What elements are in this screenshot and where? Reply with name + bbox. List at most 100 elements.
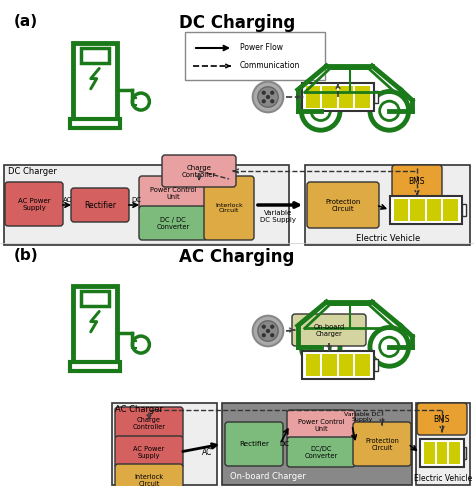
Text: Electric Vehicle: Electric Vehicle (414, 474, 472, 483)
Text: Rectifier: Rectifier (84, 201, 116, 209)
FancyBboxPatch shape (307, 182, 379, 228)
Text: DC: DC (131, 197, 141, 203)
FancyBboxPatch shape (115, 436, 183, 468)
Circle shape (262, 90, 266, 95)
Text: Rectifier: Rectifier (239, 441, 269, 447)
Bar (81, 48, 109, 63)
Bar (73, 286, 117, 363)
Text: Communication: Communication (240, 62, 301, 70)
FancyBboxPatch shape (353, 422, 411, 466)
Text: Variable
DC Supply: Variable DC Supply (260, 209, 296, 223)
Text: (b): (b) (14, 248, 38, 263)
Bar (222, 403, 412, 485)
Text: Protection
Circuit: Protection Circuit (365, 437, 399, 451)
Bar (416, 403, 470, 485)
Circle shape (380, 101, 399, 121)
Text: DC Charger: DC Charger (8, 167, 57, 176)
Text: AC: AC (202, 448, 212, 456)
Bar (437, 442, 447, 464)
Text: DC: DC (279, 441, 289, 447)
Circle shape (380, 337, 399, 357)
Text: (a): (a) (14, 14, 38, 29)
Bar (427, 199, 441, 221)
Text: DC / DC
Converter: DC / DC Converter (156, 216, 190, 229)
Bar (424, 442, 435, 464)
Bar (185, 32, 325, 80)
Bar (390, 196, 462, 224)
Bar (322, 354, 337, 376)
Circle shape (253, 316, 283, 347)
Circle shape (266, 329, 270, 333)
Circle shape (270, 325, 274, 329)
Circle shape (262, 325, 266, 329)
FancyBboxPatch shape (71, 188, 129, 222)
FancyBboxPatch shape (139, 206, 207, 240)
FancyBboxPatch shape (139, 176, 207, 210)
Text: Electric Vehicle: Electric Vehicle (356, 234, 420, 243)
Text: DC Charging: DC Charging (179, 14, 295, 32)
Circle shape (132, 93, 149, 110)
FancyBboxPatch shape (204, 176, 254, 240)
Bar (449, 442, 460, 464)
Circle shape (270, 333, 274, 337)
Text: Charge
Controller: Charge Controller (133, 417, 165, 430)
Text: Variable DC
Supply: Variable DC Supply (344, 412, 380, 422)
Bar (305, 165, 470, 245)
Bar (394, 199, 409, 221)
Circle shape (301, 328, 340, 366)
FancyBboxPatch shape (115, 464, 183, 486)
Circle shape (258, 321, 278, 341)
Circle shape (253, 82, 283, 112)
Bar (339, 86, 354, 108)
Circle shape (301, 91, 340, 130)
FancyBboxPatch shape (287, 410, 355, 440)
Bar (410, 199, 425, 221)
FancyBboxPatch shape (417, 403, 467, 435)
Bar (420, 439, 464, 467)
Bar (374, 360, 378, 371)
FancyBboxPatch shape (162, 155, 236, 187)
Text: Power Control
Unit: Power Control Unit (298, 418, 344, 432)
Bar (356, 86, 370, 108)
Bar (306, 86, 320, 108)
Text: On-board Charger: On-board Charger (230, 472, 306, 481)
Bar (302, 351, 374, 379)
Bar (464, 448, 466, 459)
Text: Power Control
Unit: Power Control Unit (150, 187, 196, 199)
Text: Protection
Circuit: Protection Circuit (325, 198, 361, 211)
Text: Interlock
Circuit: Interlock Circuit (135, 473, 164, 486)
Circle shape (270, 99, 274, 104)
Bar (374, 91, 378, 103)
Circle shape (311, 337, 330, 357)
Bar (462, 205, 465, 216)
Text: AC Charger: AC Charger (115, 405, 163, 414)
FancyBboxPatch shape (392, 165, 442, 197)
Bar (70, 363, 119, 371)
Bar (356, 354, 370, 376)
Text: AC Power
Supply: AC Power Supply (18, 197, 50, 210)
Bar (112, 403, 217, 485)
Circle shape (262, 333, 266, 337)
Text: AC Charging: AC Charging (179, 248, 295, 266)
Bar (306, 354, 320, 376)
Text: BMS: BMS (434, 415, 450, 423)
Bar (302, 83, 374, 111)
Bar (4, 165, 289, 245)
Text: DC/DC
Converter: DC/DC Converter (304, 446, 337, 458)
Text: Charge
Controller: Charge Controller (182, 164, 216, 177)
Bar (73, 43, 117, 120)
Text: On-board
Charger: On-board Charger (313, 324, 345, 336)
Circle shape (270, 90, 274, 95)
Bar (70, 120, 119, 128)
Circle shape (258, 87, 278, 107)
Text: AC: AC (64, 197, 73, 203)
Bar (339, 354, 354, 376)
Bar (322, 86, 337, 108)
FancyBboxPatch shape (287, 437, 355, 467)
Text: Interlock
Circuit: Interlock Circuit (215, 203, 243, 213)
Circle shape (132, 336, 149, 353)
Text: Power Flow: Power Flow (240, 44, 283, 52)
Text: BMS: BMS (409, 176, 425, 186)
Bar (81, 291, 109, 306)
Circle shape (266, 95, 270, 99)
